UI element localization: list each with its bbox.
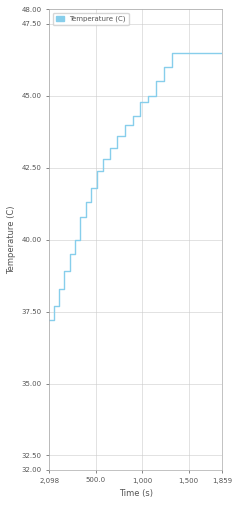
- Y-axis label: Temperature (C): Temperature (C): [7, 206, 16, 274]
- X-axis label: Time (s): Time (s): [119, 489, 153, 498]
- Legend: Temperature (C): Temperature (C): [53, 13, 129, 25]
